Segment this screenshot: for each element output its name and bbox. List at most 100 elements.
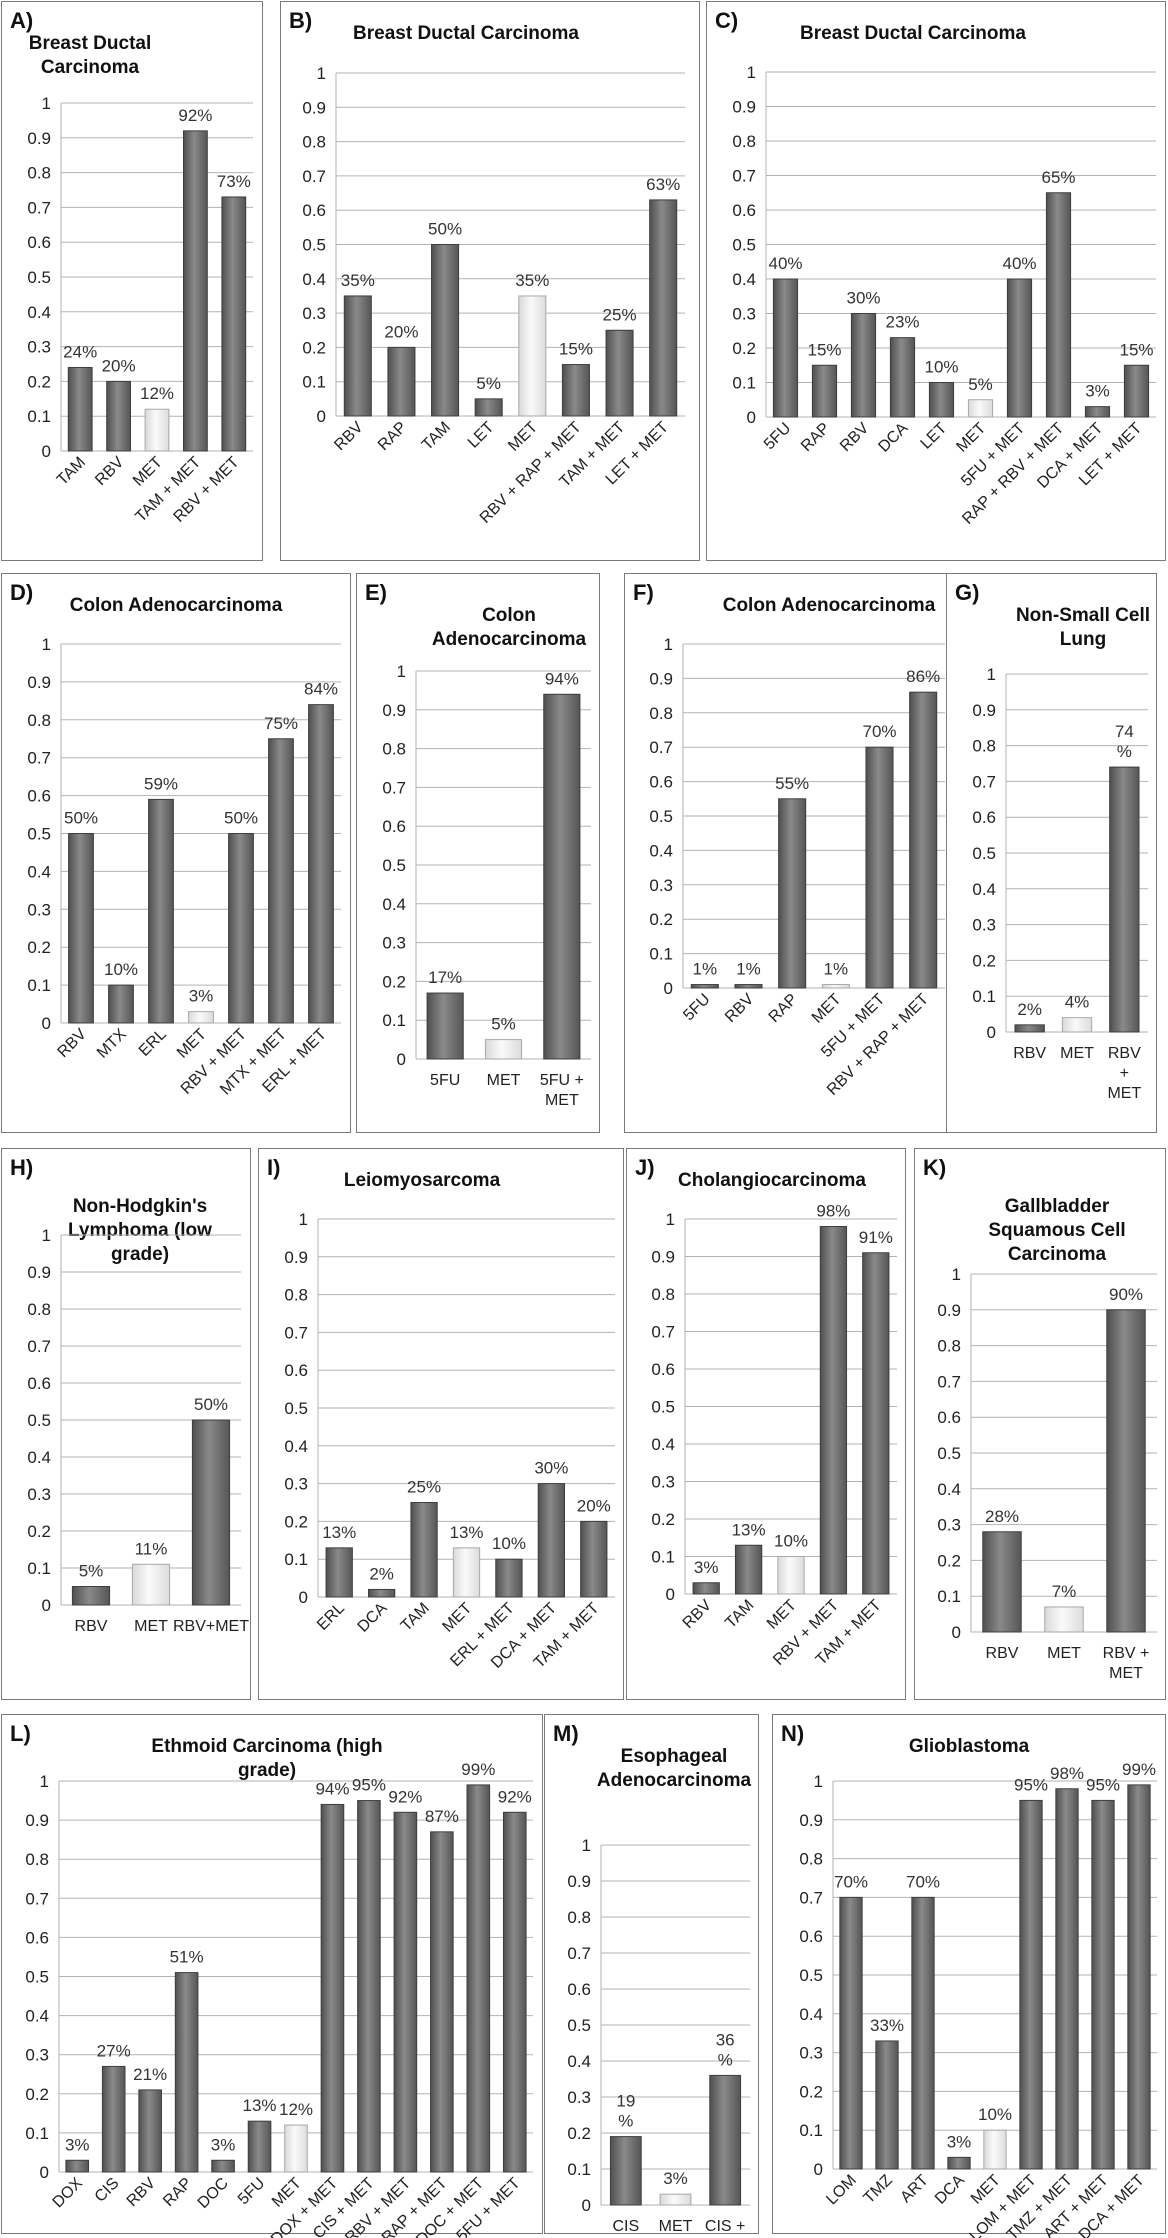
category-label: LOM [823,2172,860,2209]
y-tick-label: 0.8 [27,164,51,183]
bar-let [474,398,503,417]
y-tick-label: 0.6 [937,1408,961,1427]
chart-title: Gallbladder Squamous Cell Carcinoma [988,1196,1126,1265]
bar-doc-met [466,1784,491,2173]
bar-5fu [690,984,719,989]
bar-met [144,408,170,452]
data-label: 99% [1122,1760,1156,1779]
chart-svg: 0 0.1 0.2 0.3 0.4 0.5 0.6 0.7 0.8 0.9 1 40% 5FU 15% RA… [732,63,1156,528]
category-label: DOX [50,2175,87,2212]
data-label: 50% [64,809,98,828]
chart-panel-c: C) Breast Ductal Carcinoma 0 0.1 0.2 0.3 0.4 0.… [706,1,1166,561]
chart-title: Colon Adenocarcinoma [431,605,587,650]
y-tick-label: 0.5 [284,1399,308,1418]
panel-label: L) [10,1721,31,1746]
bar-dca [367,1588,396,1598]
data-label: 2% [369,1564,394,1583]
bar-5fu-met [865,746,894,989]
bar-rbv-met [1106,1309,1146,1633]
y-tick-label: 0.9 [732,98,756,117]
y-tick-label: 1 [952,1265,961,1284]
bar-rbv [343,295,372,417]
y-tick-label: 0.1 [27,1559,51,1578]
chart-svg: 0 0.1 0.2 0.3 0.4 0.5 0.6 0.7 0.8 0.9 1 24% TAM 20% RB… [27,94,253,526]
chart-title: Glioblastoma [908,1736,1030,1757]
y-tick-label: 0.5 [27,825,51,844]
bar-cis [101,2065,126,2173]
chart-panel-g: G) Non-Small Cell Lung 0 0.1 0.2 0.3 0.4 0.5 0.6… [946,573,1157,1133]
bar-tam-met [182,130,208,452]
y-tick-label: 0.7 [302,167,326,186]
data-label: 91% [859,1228,893,1247]
y-tick-label: 0.7 [799,1888,823,1907]
y-tick-label: 1 [814,1772,823,1791]
data-label: 86% [906,667,940,686]
data-label: 40% [768,254,802,273]
data-label: 10% [104,960,138,979]
data-label: 4% [1065,993,1090,1012]
data-label: 75% [264,714,298,733]
y-tick-label: 0.5 [27,268,51,287]
data-label: 3% [663,2169,688,2188]
chart-panel-f: F) Colon Adenocarcinoma 0 0.1 0.2 0.3 0.4 0.5 0.… [624,573,954,1133]
data-label: 98% [1050,1764,1084,1783]
category-label: 5FU [430,1072,460,1089]
panel-label: K) [923,1155,947,1180]
category-label: 5FU [235,2175,268,2208]
y-tick-label: 0.1 [799,2121,823,2140]
y-tick-label: 0 [747,408,756,427]
y-tick-label: 0.2 [567,2124,591,2143]
y-tick-label: 0.6 [732,201,756,220]
y-tick-label: 0.7 [567,1944,591,1963]
category-label: MET [134,1618,168,1635]
bar-met [967,399,994,418]
data-label: 1% [736,960,761,979]
y-tick-label: 0.1 [27,976,51,995]
category-label: MET [439,1600,475,1636]
y-tick-label: 0.3 [284,1475,308,1494]
y-tick-label: 0.5 [382,856,406,875]
y-tick-label: 0.6 [302,201,326,220]
y-tick-label: 1 [42,1226,51,1245]
bar-dox-met [320,1803,345,2173]
data-label: 27% [97,2041,131,2060]
y-tick-label: 0.8 [284,1286,308,1305]
data-label: 20% [102,356,136,375]
y-tick-label: 1 [317,64,326,83]
data-label: 3% [947,2132,972,2151]
y-tick-label: 0.1 [284,1550,308,1569]
data-label: 55% [775,774,809,793]
category-label: TAM [722,1597,757,1632]
bar-rap [387,346,416,417]
y-tick-label: 0.5 [27,1411,51,1430]
bar-dca-met [537,1483,566,1598]
y-tick-label: 0.2 [284,1512,308,1531]
category-label: CIS +MET [705,2218,745,2238]
panel-label: A) [10,8,34,33]
panel-label: F) [633,580,654,605]
bar-dca-met [1127,1784,1151,2170]
y-tick-label: 0.9 [649,669,673,688]
category-label: 5FU [680,991,713,1024]
data-label: 11% [135,1539,168,1558]
bar-5fu [772,278,799,418]
bar-mtx-met [268,738,294,1024]
data-label: 15% [807,340,841,359]
data-label: 59% [144,774,178,793]
chart-svg: 0 0.1 0.2 0.3 0.4 0.5 0.6 0.7 0.8 0.9 1 5% RBV 11% MET… [27,1226,249,1635]
bar-rap [811,364,838,418]
y-tick-label: 0.8 [567,1908,591,1927]
bar-rbv-rap-met [561,364,590,417]
chart-panel-l: L) Ethmoid Carcinoma (high grade) 0 0.1 0.2 0… [1,1714,543,2238]
category-label: RBV [680,1597,716,1633]
y-tick-label: 0 [582,2196,591,2215]
y-tick-label: 0.8 [382,740,406,759]
data-label: 70% [862,722,896,741]
y-tick-label: 0 [42,1014,51,1033]
y-tick-label: 0.7 [651,1323,675,1342]
category-label: RAP [160,2175,195,2210]
data-label: 13% [732,1520,766,1539]
bar-cis [609,2136,642,2206]
bar-rbv-met [1109,766,1140,1033]
y-tick-label: 0.9 [284,1248,308,1267]
